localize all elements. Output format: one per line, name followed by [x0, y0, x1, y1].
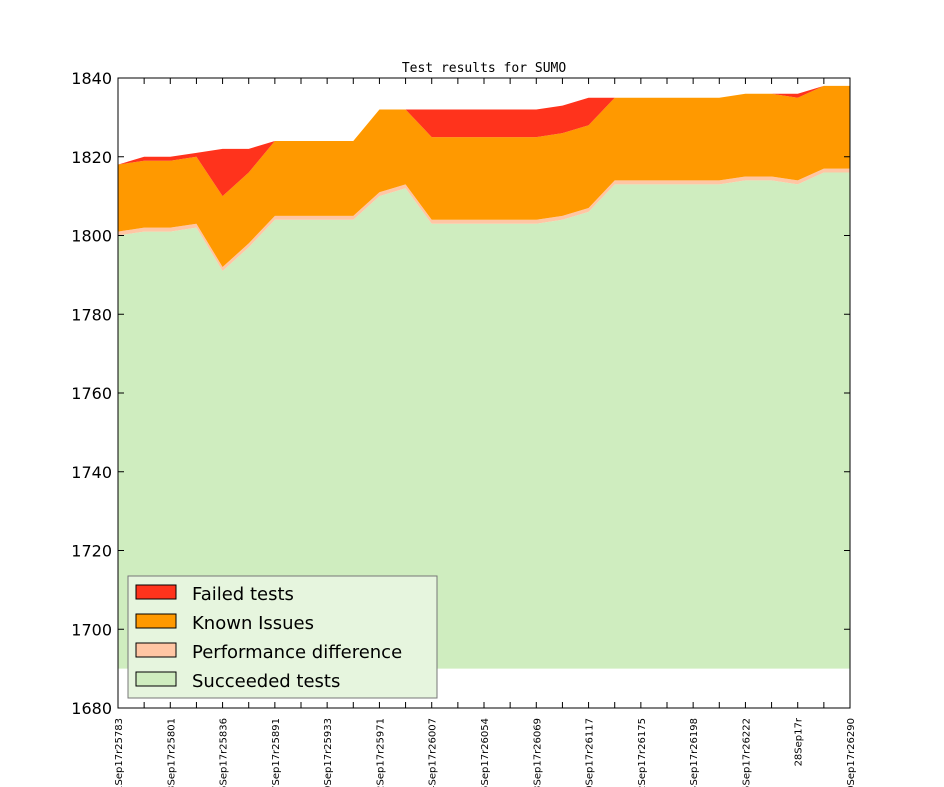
legend-label: Failed tests — [192, 584, 294, 605]
y-tick-label: 1800 — [71, 227, 112, 246]
x-tick-label: 1Sep17r25783 — [114, 718, 125, 787]
x-tick-label: 3Sep17r26069 — [532, 718, 543, 787]
x-tick-label: 4Sep17r26198 — [689, 718, 700, 787]
y-tick-label: 1820 — [71, 148, 112, 167]
x-tick-label: 3Sep17r25801 — [166, 718, 177, 787]
y-tick-label: 1680 — [71, 699, 112, 718]
x-tick-label: 4Sep17r26007 — [428, 718, 439, 787]
legend-swatch — [135, 642, 177, 658]
chart-title: Test results for SUMO — [402, 61, 567, 76]
legend: Failed tests Known Issues Performance diff… — [127, 575, 438, 699]
x-tick-label: 5Sep17r26054 — [480, 718, 491, 787]
y-tick-label: 1700 — [71, 620, 112, 639]
legend-label: Succeeded tests — [192, 671, 340, 692]
x-tick-label: 9Sep17r25933 — [323, 718, 334, 787]
x-tick-label: 28Sep17r — [794, 717, 805, 766]
x-tick-label: 2Sep17r25971 — [375, 718, 386, 787]
x-tick-label: 0Sep17r26117 — [585, 718, 596, 787]
y-tick-label: 1840 — [71, 69, 112, 88]
x-tick-label: 2Sep17r26175 — [637, 718, 648, 787]
legend-swatch — [135, 584, 177, 600]
y-tick-label: 1720 — [71, 542, 112, 561]
legend-label: Performance difference — [192, 642, 402, 663]
y-tick-label: 1740 — [71, 463, 112, 482]
x-tick-label: 5Sep17r26222 — [741, 718, 752, 787]
x-tick-label: 5Sep17r25836 — [219, 718, 230, 787]
x-tick-label: 7Sep17r25891 — [271, 718, 282, 787]
y-tick-label: 1760 — [71, 384, 112, 403]
legend-swatch — [135, 613, 177, 629]
x-tick-label: 0Sep17r26290 — [846, 718, 857, 787]
y-tick-label: 1780 — [71, 305, 112, 324]
area-succeeded-tests — [118, 172, 850, 669]
area-known-issues — [118, 85, 850, 267]
legend-swatch — [135, 671, 177, 687]
legend-box — [127, 575, 438, 699]
legend-label: Known Issues — [192, 613, 314, 634]
